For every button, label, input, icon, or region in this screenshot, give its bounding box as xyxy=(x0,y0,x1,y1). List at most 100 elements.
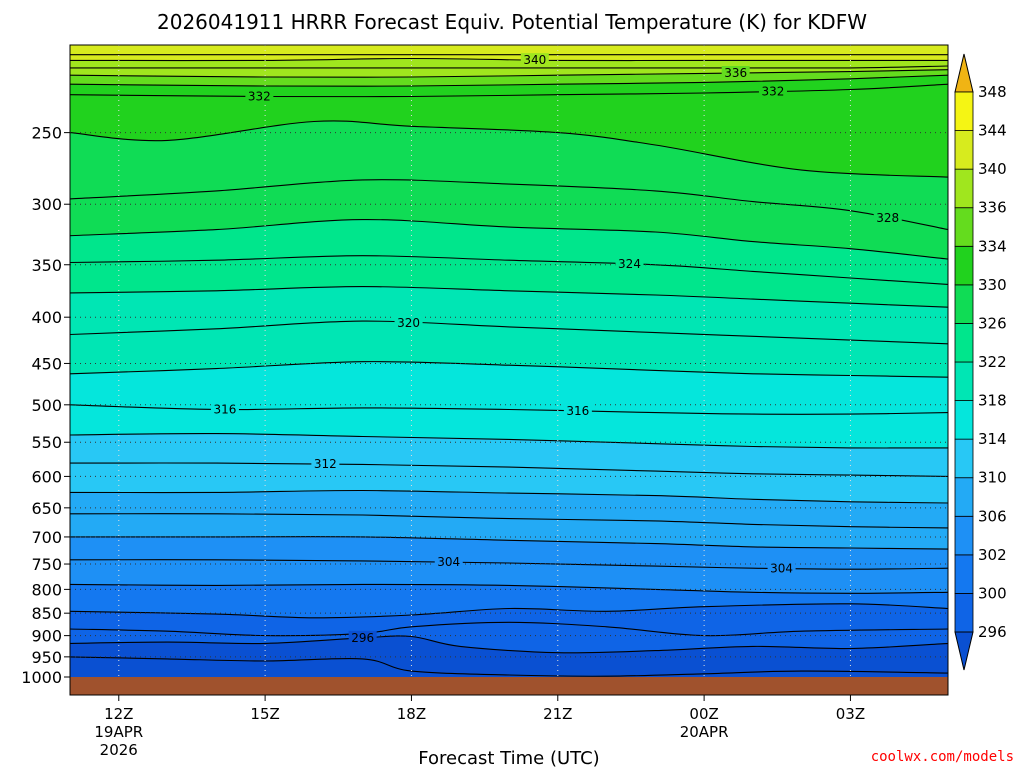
contour-line-298 xyxy=(70,621,948,637)
contour-line-296 xyxy=(70,635,948,654)
y-tick-label: 750 xyxy=(31,555,62,574)
y-tick-label: 1000 xyxy=(21,668,62,687)
contour-fills xyxy=(70,45,948,677)
contour-line-326 xyxy=(70,219,948,260)
x-tick-label: 03Z xyxy=(836,705,865,723)
colorbar-label: 318 xyxy=(978,392,1007,410)
svg-text:304: 304 xyxy=(437,555,460,569)
contour-line-338 xyxy=(70,65,948,69)
colorbar-segment xyxy=(954,130,974,170)
svg-text:304: 304 xyxy=(770,562,793,576)
credit-text: coolwx.com/models xyxy=(871,749,1014,765)
svg-text:332: 332 xyxy=(248,89,271,103)
svg-text:332: 332 xyxy=(762,84,785,98)
y-tick-label: 500 xyxy=(31,396,62,415)
colorbar-segment xyxy=(954,245,974,286)
colorbar-label: 336 xyxy=(978,199,1007,217)
x-tick-label: 21Z xyxy=(543,705,572,723)
colorbar-label: 310 xyxy=(978,469,1007,487)
colorbar-segment xyxy=(954,554,974,594)
contour-label-316: 316 xyxy=(210,402,239,416)
y-tick-label: 250 xyxy=(31,124,62,143)
contour-label-340: 340 xyxy=(520,53,549,67)
fill-band-294 xyxy=(70,656,948,677)
y-tick-label: 800 xyxy=(31,580,62,599)
y-tick-label: 950 xyxy=(31,648,62,667)
grid xyxy=(70,45,948,677)
colorbar-label: 306 xyxy=(978,507,1007,525)
colorbar-segment xyxy=(954,91,974,131)
colorbar-segment xyxy=(954,477,974,517)
y-tick-label: 700 xyxy=(31,528,62,547)
svg-text:296: 296 xyxy=(351,631,374,645)
contour-line-302 xyxy=(70,583,948,594)
y-tick-label: 650 xyxy=(31,499,62,518)
contour-line-294 xyxy=(70,656,948,677)
contour-labels: 340 336 332 332 328 324 320 316 316 312 304 296 304 xyxy=(210,53,902,645)
contour-label-328: 328 xyxy=(873,211,902,225)
contour-label-324: 324 xyxy=(615,256,644,271)
colorbar-arrow-bottom xyxy=(954,631,974,671)
ground-terrain xyxy=(70,677,948,695)
colorbar-label: 296 xyxy=(978,623,1007,641)
y-tick-label: 400 xyxy=(31,308,62,327)
contour-line-320 xyxy=(70,320,948,345)
svg-text:312: 312 xyxy=(314,457,337,471)
contour-line-322 xyxy=(70,286,948,308)
colorbar-segment xyxy=(954,438,974,479)
contour-line-310 xyxy=(70,489,948,504)
colorbar-label: 326 xyxy=(978,314,1007,332)
contour-line-330 xyxy=(70,120,948,178)
x-tick-sublabel: 2026 xyxy=(100,741,138,759)
contour-line-306 xyxy=(70,536,948,550)
x-axis-label: Forecast Time (UTC) xyxy=(418,748,599,768)
contour-line-308 xyxy=(70,513,948,529)
colorbar-segment xyxy=(954,284,974,324)
x-tick-label: 18Z xyxy=(397,705,426,723)
contour-line-336 xyxy=(70,69,948,78)
colorbar-segment xyxy=(954,323,974,363)
colorbar-label: 314 xyxy=(978,430,1007,448)
y-tick-label: 600 xyxy=(31,467,62,486)
colorbar-segment xyxy=(954,400,974,440)
svg-text:328: 328 xyxy=(876,211,899,225)
contour-label-336: 336 xyxy=(721,66,750,80)
colorbar-label: 322 xyxy=(978,353,1007,371)
colorbar-segment xyxy=(954,207,974,247)
contour-label-304: 304 xyxy=(434,555,463,569)
contour-label-332: 332 xyxy=(758,84,787,98)
svg-text:316: 316 xyxy=(566,404,589,418)
svg-text:316: 316 xyxy=(213,402,236,416)
svg-text:320: 320 xyxy=(397,316,420,330)
contour-label-296: 296 xyxy=(348,630,377,645)
contour-line-318 xyxy=(70,361,948,378)
x-tick-label: 15Z xyxy=(250,705,279,723)
contour-line-324 xyxy=(70,255,948,285)
colorbar-segment xyxy=(954,168,974,209)
contour-line-312 xyxy=(70,462,948,477)
y-tick-label: 350 xyxy=(31,256,62,275)
colorbar-label: 344 xyxy=(978,122,1007,140)
colorbar-label: 340 xyxy=(978,160,1007,178)
contour-line-334 xyxy=(70,74,948,87)
contour-label-316: 316 xyxy=(563,403,592,418)
svg-text:324: 324 xyxy=(618,257,641,271)
colorbar-label: 302 xyxy=(978,546,1007,564)
y-tick-label: 450 xyxy=(31,354,62,373)
colorbar-segment xyxy=(954,361,974,401)
colorbar-label: 348 xyxy=(978,83,1007,101)
contour-label-304: 304 xyxy=(767,561,796,576)
contour-line-300 xyxy=(70,603,948,619)
contour-label-320: 320 xyxy=(394,315,423,330)
chart-title: 2026041911 HRRR Forecast Equiv. Potentia… xyxy=(157,10,867,34)
colorbar-arrow-top xyxy=(954,53,974,93)
y-tick-label: 300 xyxy=(31,195,62,214)
y-tick-label: 850 xyxy=(31,604,62,623)
colorbar: 296 300 302 306 310 314 318 322 326 330 334 336 340 3… xyxy=(954,53,1007,671)
colorbar-label: 334 xyxy=(978,237,1007,255)
colorbar-segment xyxy=(954,593,974,633)
colorbar-label: 300 xyxy=(978,584,1007,602)
x-tick-sublabel: 19APR xyxy=(94,723,143,741)
x-tick-label: 12Z xyxy=(104,705,133,723)
